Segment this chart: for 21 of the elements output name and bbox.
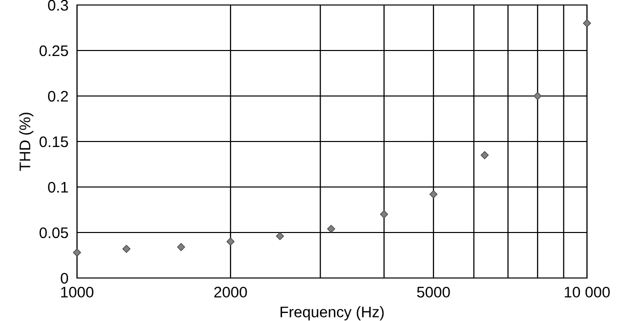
point bbox=[582, 19, 592, 28]
y-tick-label: 0.2 bbox=[48, 90, 68, 102]
y-tick-label: 0.25 bbox=[40, 45, 68, 56]
point bbox=[276, 232, 284, 240]
y-tick-label: 0.3 bbox=[48, 0, 68, 11]
x-tick-label: 1000 bbox=[61, 286, 94, 298]
point bbox=[380, 210, 388, 218]
point bbox=[72, 248, 82, 257]
x-axis-title: Frequency (Hz) bbox=[280, 306, 384, 320]
y-axis-title: THD (%) bbox=[19, 112, 34, 171]
y-tick-label: 0.15 bbox=[40, 136, 68, 148]
point bbox=[226, 238, 235, 246]
x-tick-label: 5000 bbox=[417, 286, 450, 298]
point bbox=[480, 151, 489, 160]
point bbox=[327, 224, 336, 233]
y-tick-label: 0 bbox=[60, 272, 68, 284]
x-tick-label: 10 000 bbox=[564, 286, 610, 298]
y-tick-label: 0.05 bbox=[40, 227, 68, 238]
point bbox=[429, 190, 438, 198]
x-tick-label: 2000 bbox=[214, 286, 247, 298]
y-tick-label: 0.1 bbox=[48, 182, 68, 193]
